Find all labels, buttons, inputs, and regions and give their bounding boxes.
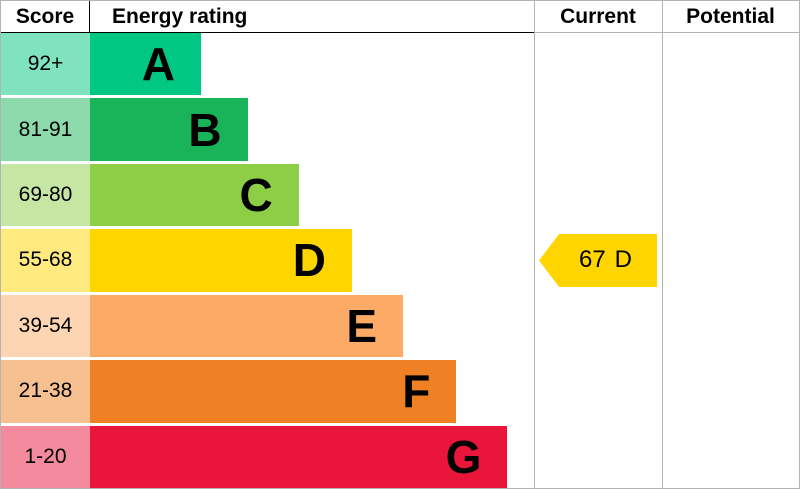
score-range: 69-80 [1,163,90,227]
rating-letter: D [292,234,326,287]
rating-bar-track: G [90,425,534,488]
potential-cell [662,33,799,95]
score-range: 39-54 [1,294,90,358]
rating-letter: A [141,38,175,91]
header-row: Score Energy rating Current Potential [1,1,799,33]
rating-bar-track: F [90,360,534,423]
current-cell [534,164,662,226]
rating-bar: A [90,33,201,96]
potential-cell [662,295,799,357]
current-band-letter: D [614,246,633,274]
rating-bar-track: C [90,163,534,227]
band-row: 69-80 C [1,163,799,227]
potential-column-divider [662,1,663,488]
current-cell [534,360,662,422]
current-value: 67 [578,246,606,274]
current-column-divider [534,1,535,488]
score-range: 1-20 [1,425,90,488]
rating-bar-track: B [90,98,534,161]
band-row: 92+ A [1,33,799,96]
current-rating-arrow: 67 D [539,233,657,287]
rating-letter: C [239,169,273,222]
rating-bar: B [90,98,248,161]
rating-bar: D [90,229,352,292]
score-range: 92+ [1,33,90,96]
potential-header: Potential [662,1,799,33]
potential-cell [662,229,799,291]
rating-bar: E [90,294,404,358]
potential-cell [662,164,799,226]
energy-rating-header: Energy rating [90,1,534,33]
potential-cell [662,360,799,422]
band-rows: 92+ A 81-91 B 69-80 C 55-68 [1,33,799,488]
current-cell: 67 D [534,229,662,291]
current-cell [534,33,662,95]
band-row: 39-54 E [1,294,799,358]
current-cell [534,295,662,357]
score-header: Score [1,1,90,33]
band-row: 81-91 B [1,98,799,161]
band-row: 21-38 F [1,360,799,423]
rating-bar: G [90,425,508,488]
band-row: 55-68 D 67 D [1,229,799,292]
rating-letter: F [402,365,431,418]
rating-bar-track: E [90,294,534,358]
score-range: 55-68 [1,229,90,292]
rating-bar-track: D [90,229,534,292]
current-header: Current [534,1,662,33]
band-row: 1-20 G [1,425,799,488]
rating-letter: B [188,103,222,156]
score-range: 21-38 [1,360,90,423]
potential-cell [662,426,799,488]
current-cell [534,426,662,488]
rating-bar: C [90,163,299,227]
rating-bar: F [90,360,457,423]
score-range: 81-91 [1,98,90,161]
rating-letter: G [445,430,482,483]
potential-cell [662,98,799,160]
rating-bar-track: A [90,33,534,96]
rating-letter: E [346,299,378,352]
current-cell [534,98,662,160]
